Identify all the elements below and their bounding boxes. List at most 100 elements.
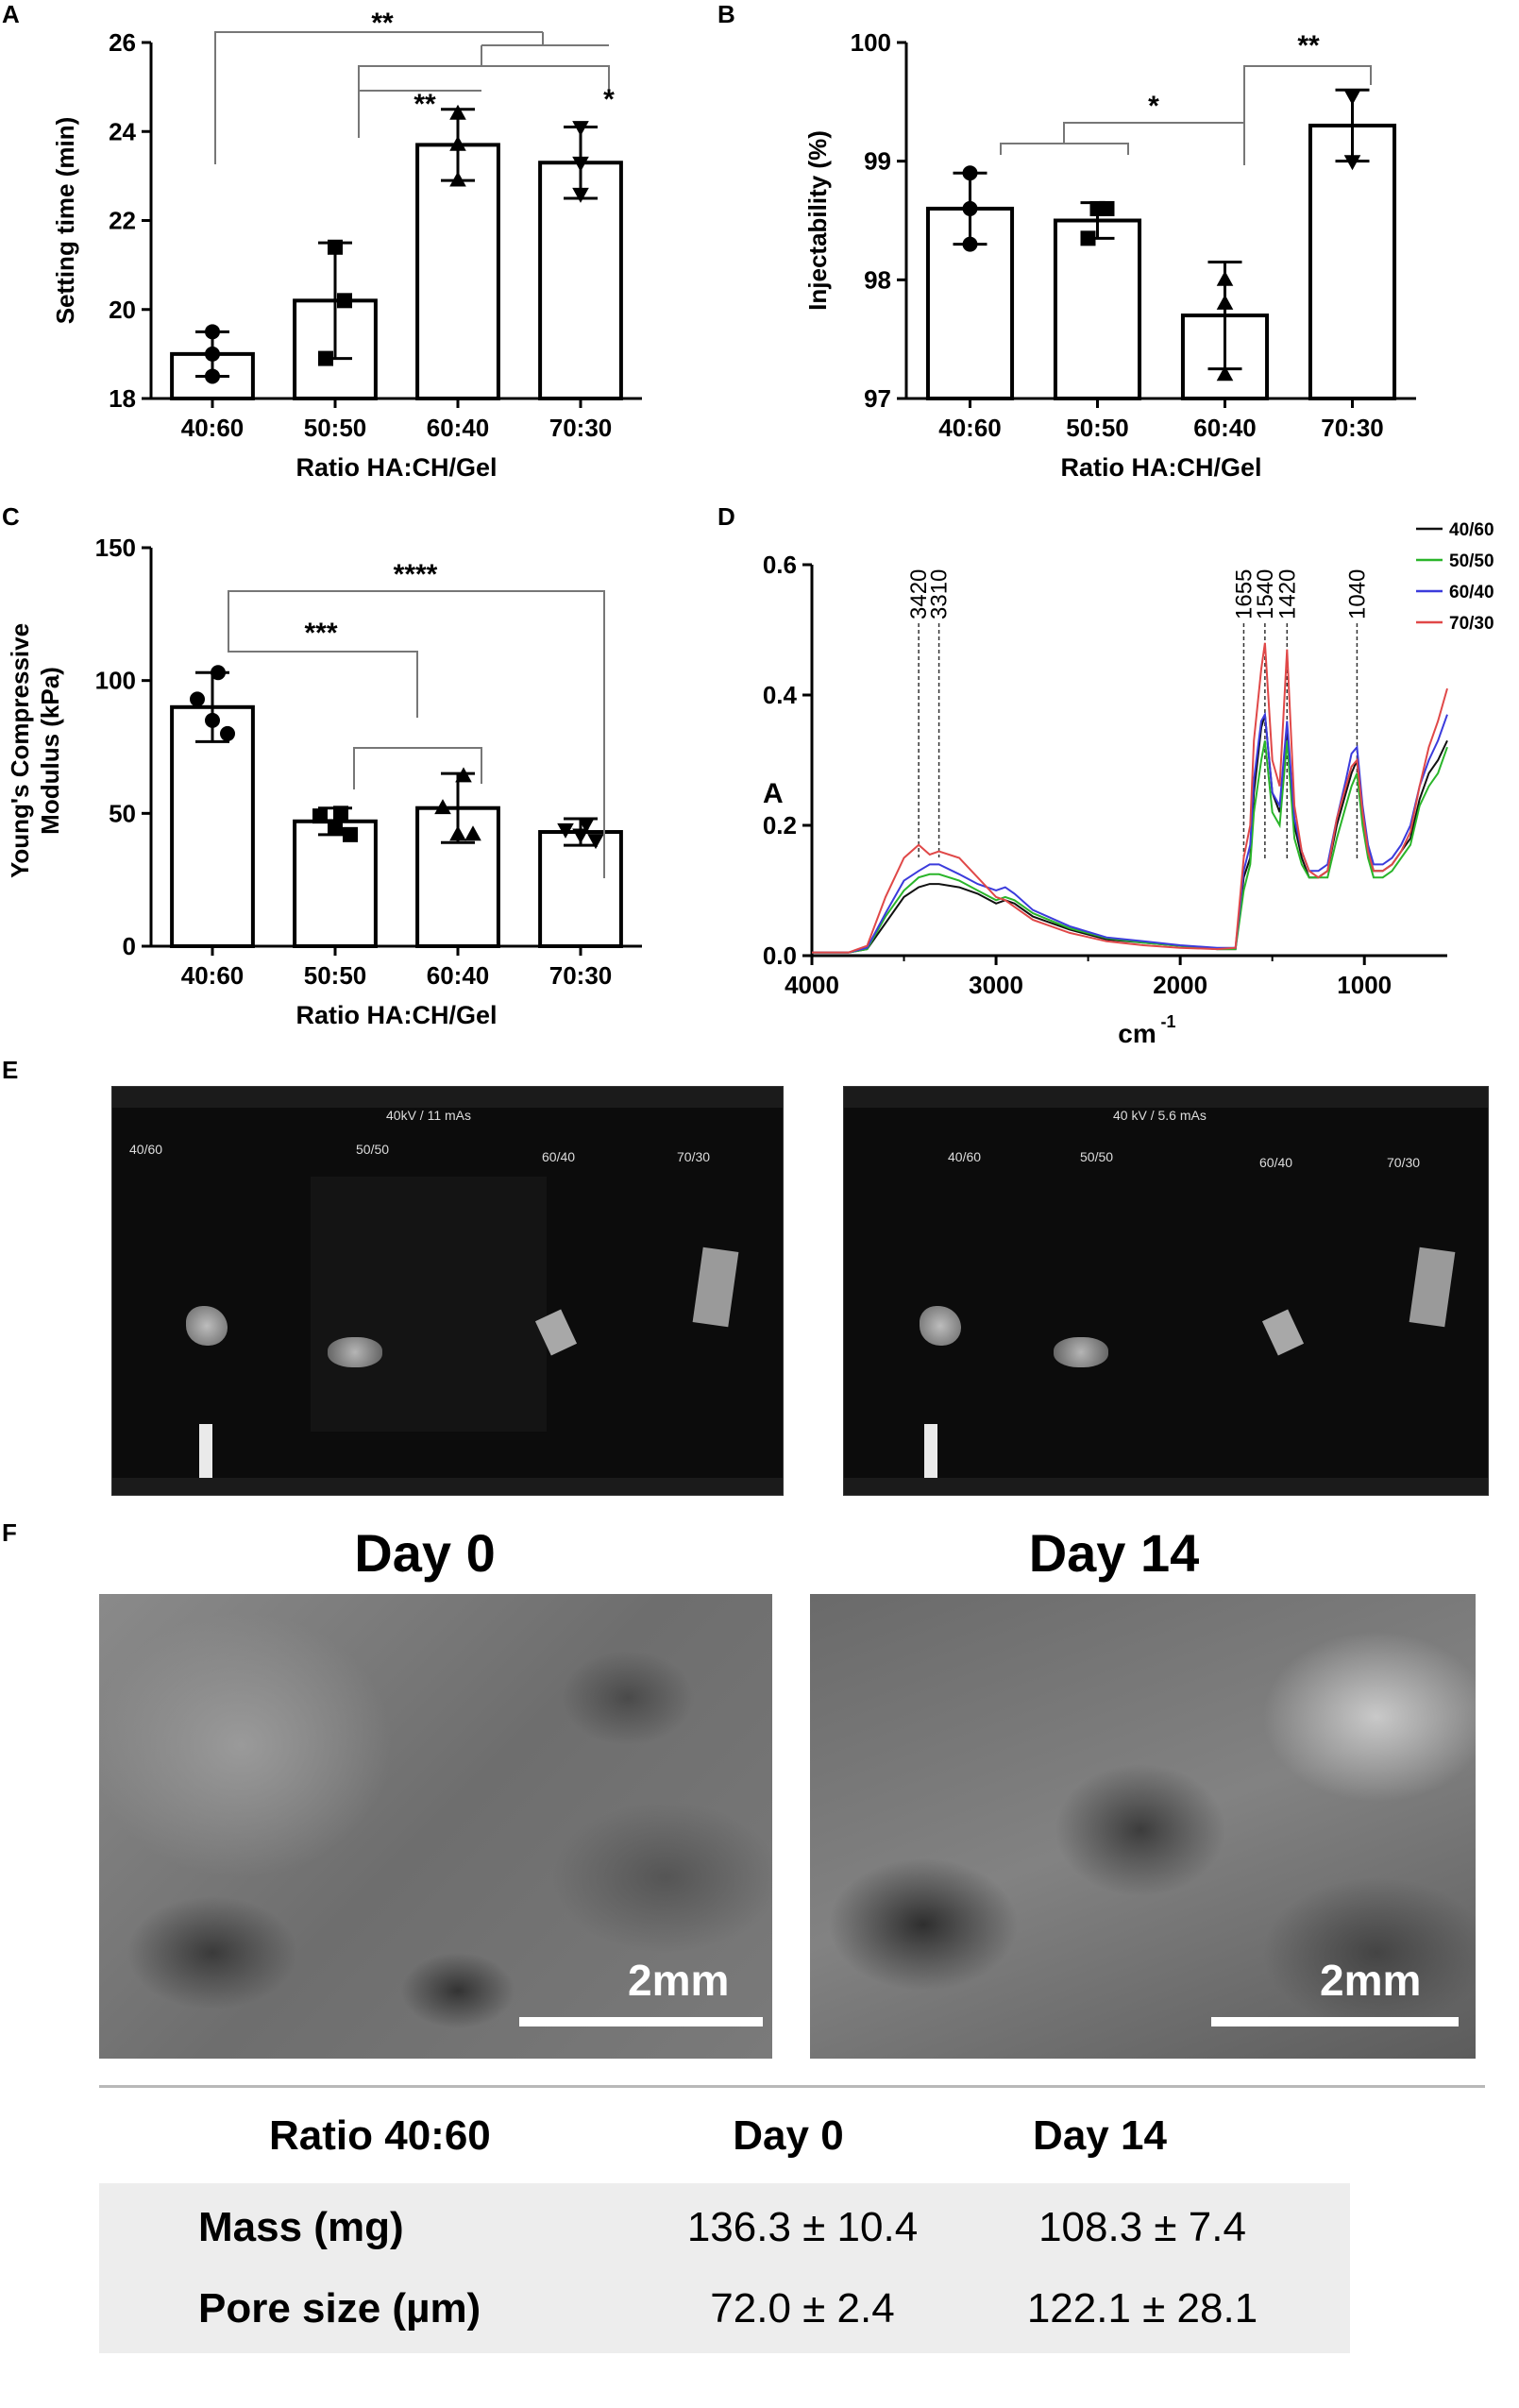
x-tick-label: 60:40 (1193, 414, 1257, 442)
sem-day14-title: Day 14 (1028, 1523, 1200, 1583)
y-axis-label-line-1: Young's Compressive (6, 623, 34, 878)
data-point (328, 819, 343, 835)
data-point (318, 350, 333, 366)
y-tick-label: 0.2 (763, 811, 797, 839)
data-point (434, 799, 451, 815)
x-tick-label: 50:50 (304, 414, 367, 442)
sig-bracket-1 (228, 590, 605, 878)
y-tick-label: 0.6 (763, 551, 797, 579)
sig-label-3: * (603, 84, 615, 115)
data-point (205, 368, 220, 384)
data-point (464, 825, 481, 841)
bar-70:30 (538, 830, 623, 949)
xray-left-sample-1 (186, 1306, 228, 1346)
data-point (220, 725, 235, 741)
sem-day14-scalebar (1211, 2017, 1459, 2026)
panel-letter-c: C (2, 502, 20, 531)
xray-image-left: 40kV / 11 mAs 40/60 50/50 60/40 70/30 (111, 1086, 784, 1496)
y-tick-label: 100 (851, 28, 891, 57)
y-tick-label: 0.0 (763, 941, 797, 970)
table-cell-mass-day14: 108.3 ± 7.4 (1038, 2204, 1246, 2250)
data-point (1343, 90, 1361, 106)
data-point (557, 822, 574, 839)
xray-right-label-1: 40/60 (948, 1149, 982, 1164)
y-tick-label: 18 (109, 384, 136, 413)
sig-bracket-1 (214, 31, 543, 164)
xray-right-label-2: 50/50 (1080, 1149, 1114, 1164)
y-tick-label: 0 (123, 932, 136, 960)
data-point (449, 104, 466, 120)
legend-label-40/60: 40/60 (1449, 520, 1494, 540)
data-point (337, 293, 352, 309)
data-point (205, 324, 220, 340)
x-tick-label: 40:60 (181, 414, 245, 442)
series-line-40/60 (812, 714, 1448, 954)
y-axis-label: A (763, 778, 784, 809)
x-tick-label: 50:50 (1066, 414, 1129, 442)
xray-left-label-4: 70/30 (677, 1149, 711, 1164)
data-point (1216, 365, 1234, 382)
y-axis-label: Injectability (%) (803, 130, 832, 311)
xray-left-sample-4 (692, 1246, 739, 1328)
data-point (190, 691, 205, 707)
y-tick-label: 24 (109, 117, 136, 145)
legend-label-50/50: 50/50 (1449, 551, 1494, 571)
panel-letter-f: F (2, 1518, 17, 1547)
y-tick-label: 99 (864, 147, 891, 176)
panel-letter-b: B (717, 0, 735, 28)
sig-bracket-3 (1243, 65, 1372, 123)
sig-bracket-2 (1063, 122, 1245, 165)
x-tick-label: 70:30 (549, 414, 613, 442)
x-tick-label: 40:60 (938, 414, 1002, 442)
sig-bracket-3 (353, 747, 482, 789)
peak-label-1420: 1420 (1274, 569, 1300, 619)
sig-label-1: * (1148, 91, 1159, 122)
xray-left-header: 40kV / 11 mAs (386, 1108, 472, 1123)
x-tick-label: 70:30 (549, 961, 613, 990)
data-point (572, 828, 589, 844)
xray-left-label-1: 40/60 (129, 1142, 163, 1157)
y-tick-label: 0.4 (763, 681, 798, 709)
x-tick-label: 40:60 (181, 961, 245, 990)
table-row-mass: Mass (mg) 136.3 ± 10.4 108.3 ± 7.4 (99, 2187, 1350, 2268)
sem-image-day14: 2mm (810, 1594, 1476, 2059)
degradation-table: Ratio 40:60 Day 0 Day 14 Mass (mg) 136.3… (99, 2089, 1350, 2353)
sig-label-2: ** (1297, 30, 1320, 61)
table-cell-mass-day0: 136.3 ± 10.4 (686, 2204, 919, 2250)
sig-bracket-3 (358, 90, 481, 138)
data-point (1343, 155, 1361, 171)
sig-label-2: **** (394, 559, 438, 590)
x-tick-label: 60:40 (427, 961, 490, 990)
y-axis-label: Young's CompressiveModulus (kPa) (6, 623, 64, 878)
data-point (962, 165, 978, 181)
data-point (455, 767, 472, 783)
xray-right-sample-1 (920, 1306, 961, 1346)
bar-60:40 (415, 143, 500, 400)
y-tick-label: 50 (109, 799, 136, 827)
table-cell-mass-label: Mass (mg) (198, 2204, 404, 2250)
chart-d-ftir-spectra: 0.0 0.2 0.4 0.6 4000 3000 2000 1000 Acm -1 3420331… (763, 520, 1494, 1048)
peak-label-3310: 3310 (927, 569, 953, 619)
xray-left-sample-2 (328, 1337, 382, 1367)
y-axis-label: Setting time (min) (51, 117, 79, 325)
table-divider (99, 2085, 1485, 2088)
sig-bracket-1 (1000, 143, 1129, 155)
x-tick-label: 3000 (969, 971, 1023, 999)
sig-bracket-2 (228, 651, 418, 718)
sig-label-1: ** (371, 8, 394, 39)
sem-day0-scalebar (519, 2017, 763, 2026)
x-tick-label: 1000 (1337, 971, 1392, 999)
data-point (578, 818, 595, 834)
series-line-70/30 (812, 642, 1448, 954)
legend-label-70/30: 70/30 (1449, 614, 1494, 634)
y-axis-label-line-2: Modulus (kPa) (36, 667, 64, 835)
peak-label-1040: 1040 (1344, 569, 1370, 619)
sem-day0-scale-label: 2mm (628, 1956, 730, 2005)
peak-label-1540: 1540 (1253, 569, 1278, 619)
panel-letter-e: E (2, 1056, 19, 1084)
data-point (328, 239, 343, 255)
data-point (333, 805, 348, 822)
sig-label-2: ** (414, 89, 436, 120)
data-point (1216, 294, 1234, 310)
data-point (962, 200, 978, 216)
